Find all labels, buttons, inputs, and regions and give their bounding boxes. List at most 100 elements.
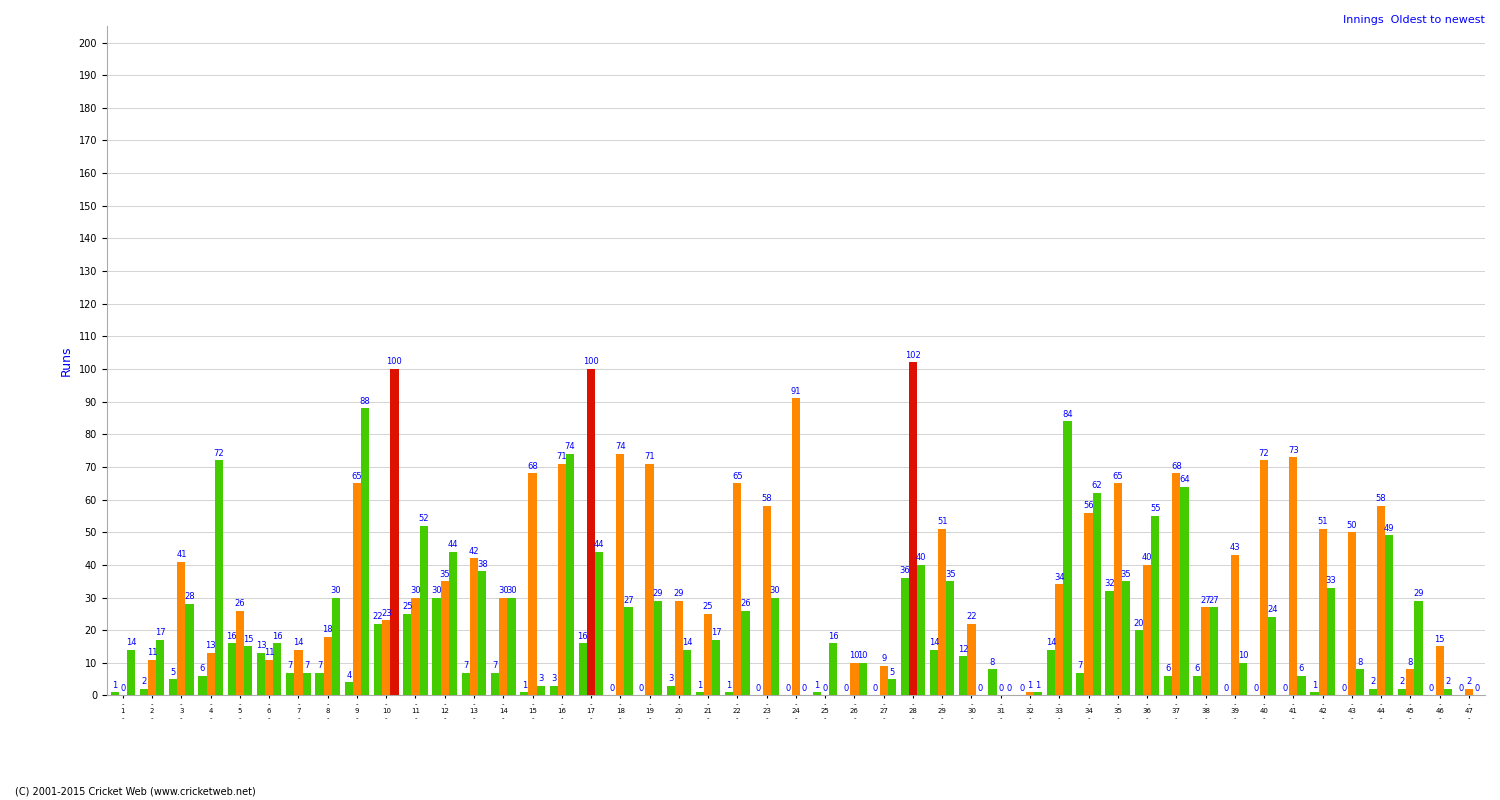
Text: 22: 22	[966, 612, 976, 621]
Bar	[128, 650, 135, 695]
Text: 3: 3	[538, 674, 543, 683]
Text: 17: 17	[154, 628, 165, 638]
Text: 74: 74	[564, 442, 576, 451]
Text: 22: 22	[374, 612, 384, 621]
Text: 0: 0	[1430, 684, 1434, 693]
Text: 0: 0	[1282, 684, 1288, 693]
Text: 0: 0	[998, 684, 1004, 693]
Bar	[1436, 646, 1443, 695]
Bar	[1239, 662, 1246, 695]
Bar	[1414, 601, 1422, 695]
Text: 6: 6	[1194, 664, 1200, 674]
Text: 55: 55	[1150, 504, 1161, 514]
Text: 0: 0	[756, 684, 760, 693]
Text: 102: 102	[904, 351, 921, 360]
Text: 25: 25	[402, 602, 412, 611]
Bar	[1034, 692, 1042, 695]
Text: 2: 2	[1371, 678, 1376, 686]
Text: 65: 65	[1113, 472, 1124, 481]
Bar	[549, 686, 558, 695]
Bar	[654, 601, 662, 695]
Bar	[177, 562, 186, 695]
Text: 12: 12	[958, 645, 969, 654]
Bar	[404, 614, 411, 695]
Bar	[374, 624, 382, 695]
Text: 2: 2	[1467, 678, 1472, 686]
Text: 7: 7	[288, 661, 292, 670]
Bar	[771, 598, 778, 695]
Text: 10: 10	[849, 651, 859, 660]
Text: 17: 17	[711, 628, 722, 638]
Bar	[946, 581, 954, 695]
Text: 71: 71	[645, 452, 656, 461]
Text: 3: 3	[668, 674, 674, 683]
Bar	[1377, 506, 1384, 695]
Text: 36: 36	[900, 566, 910, 575]
Text: 56: 56	[1083, 501, 1094, 510]
Text: 0: 0	[1254, 684, 1258, 693]
Bar	[616, 454, 624, 695]
Bar	[596, 552, 603, 695]
Text: 7: 7	[304, 661, 309, 670]
Text: 28: 28	[184, 593, 195, 602]
Text: 16: 16	[272, 632, 282, 641]
Bar	[1466, 689, 1473, 695]
Text: 50: 50	[1347, 521, 1358, 530]
Bar	[579, 643, 586, 695]
Text: 27: 27	[1209, 596, 1219, 605]
Text: 44: 44	[447, 540, 458, 549]
Bar	[478, 571, 486, 695]
Text: 62: 62	[1092, 482, 1102, 490]
Text: 6: 6	[1166, 664, 1172, 674]
Bar	[1288, 457, 1298, 695]
Text: 58: 58	[1376, 494, 1386, 503]
Bar	[566, 454, 574, 695]
Bar	[228, 643, 236, 695]
Bar	[645, 464, 654, 695]
Bar	[315, 673, 324, 695]
Text: 0: 0	[120, 684, 126, 693]
Text: 15: 15	[243, 635, 254, 644]
Text: 7: 7	[464, 661, 468, 670]
Bar	[382, 620, 390, 695]
Bar	[286, 673, 294, 695]
Text: 5: 5	[890, 667, 894, 677]
Bar	[1122, 581, 1130, 695]
Bar	[1268, 617, 1276, 695]
Bar	[850, 662, 858, 695]
Text: 1: 1	[815, 681, 819, 690]
Bar	[696, 692, 703, 695]
Bar	[303, 673, 310, 695]
Text: 2: 2	[1444, 678, 1450, 686]
Text: 58: 58	[762, 494, 772, 503]
Bar	[1092, 493, 1101, 695]
Bar	[830, 643, 837, 695]
Bar	[111, 692, 118, 695]
Text: 68: 68	[1172, 462, 1182, 471]
Text: 7: 7	[1077, 661, 1083, 670]
Bar	[712, 640, 720, 695]
Text: 24: 24	[1268, 606, 1278, 614]
Text: 51: 51	[938, 518, 948, 526]
Text: 20: 20	[1134, 618, 1144, 627]
Bar	[294, 650, 303, 695]
Bar	[741, 610, 750, 695]
Bar	[1084, 513, 1092, 695]
Bar	[1326, 588, 1335, 695]
Bar	[244, 646, 252, 695]
Text: 14: 14	[682, 638, 693, 647]
Bar	[256, 653, 265, 695]
Bar	[1143, 565, 1150, 695]
Text: 13: 13	[206, 642, 216, 650]
Bar	[520, 692, 528, 695]
Text: 6: 6	[1299, 664, 1304, 674]
Bar	[558, 464, 566, 695]
Bar	[156, 640, 165, 695]
Bar	[624, 607, 633, 695]
Text: 11: 11	[147, 648, 158, 657]
Text: 44: 44	[594, 540, 604, 549]
Text: 30: 30	[498, 586, 508, 595]
Text: 16: 16	[828, 632, 839, 641]
Text: 0: 0	[843, 684, 849, 693]
Text: 29: 29	[1413, 589, 1424, 598]
